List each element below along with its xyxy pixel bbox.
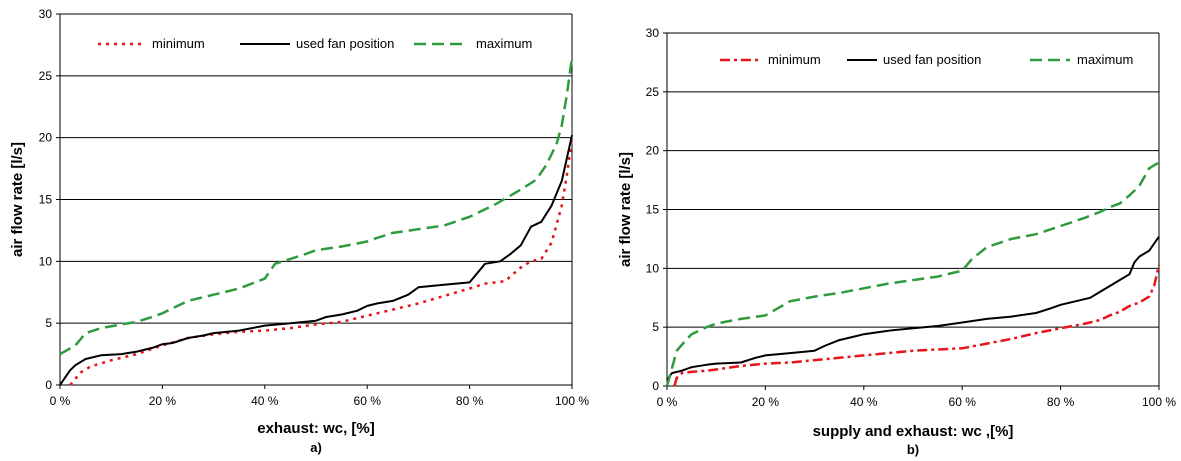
x-tick-label: 0 % xyxy=(50,394,71,408)
x-tick-label: 20 % xyxy=(752,395,780,409)
x-tick-label: 100 % xyxy=(555,394,589,408)
y-tick-label: 10 xyxy=(39,254,53,268)
legend: minimum used fan position maximum xyxy=(98,36,532,51)
y-tick-label: 0 xyxy=(652,379,659,393)
panel-label: a) xyxy=(310,440,322,455)
x-tick-label: 20 % xyxy=(149,394,177,408)
y-tick-label: 25 xyxy=(39,69,53,83)
x-tick-label: 40 % xyxy=(251,394,279,408)
legend-label: used fan position xyxy=(296,36,394,51)
x-tick-label: 0 % xyxy=(657,395,678,409)
legend-label: minimum xyxy=(152,36,205,51)
legend: minimum used fan position maximum xyxy=(720,52,1133,67)
x-tick-label: 60 % xyxy=(949,395,977,409)
x-axis-title: supply and exhaust: wc ,[%] xyxy=(813,423,1014,440)
y-tick-label: 5 xyxy=(652,320,659,334)
legend-label: maximum xyxy=(476,36,532,51)
series-line-maximum xyxy=(665,161,1160,387)
legend-label: used fan position xyxy=(883,52,981,67)
chart-panel-a: 0 5 10 15 20 25 30 0 % 20 % 40 % 60 % 80 % 100 % mini… xyxy=(9,7,589,455)
x-tick-label: 80 % xyxy=(1047,395,1075,409)
legend-label: maximum xyxy=(1077,52,1133,67)
x-tick-label: 60 % xyxy=(354,394,382,408)
x-tick-label: 80 % xyxy=(456,394,484,408)
series-line-minimum xyxy=(673,264,1161,387)
chart-panel-b: 0 5 10 15 20 25 30 0 % 20 % 40 % 60 % 80 % 100 % mini… xyxy=(617,26,1176,457)
y-tick-label: 15 xyxy=(39,193,53,207)
x-tick-label: 100 % xyxy=(1142,395,1176,409)
y-tick-label: 10 xyxy=(646,261,660,275)
panel-label: b) xyxy=(907,442,919,457)
y-axis-title: air flow rate [l/s] xyxy=(9,142,26,257)
y-axis-title: air flow rate [l/s] xyxy=(617,152,634,267)
series-line-maximum xyxy=(59,57,574,356)
series-line-used-fan-position xyxy=(666,236,1160,381)
series-line-used-fan-position xyxy=(59,134,573,386)
y-tick-label: 30 xyxy=(646,26,660,40)
y-tick-label: 25 xyxy=(646,85,660,99)
y-tick-label: 20 xyxy=(39,131,53,145)
legend-label: minimum xyxy=(768,52,821,67)
series-line-minimum xyxy=(69,137,574,386)
y-tick-label: 15 xyxy=(646,203,660,217)
x-axis-title: exhaust: wc, [%] xyxy=(257,420,375,437)
y-tick-label: 5 xyxy=(45,316,52,330)
x-tick-label: 40 % xyxy=(850,395,878,409)
y-tick-label: 20 xyxy=(646,144,660,158)
y-tick-label: 30 xyxy=(39,7,53,21)
y-tick-label: 0 xyxy=(45,378,52,392)
